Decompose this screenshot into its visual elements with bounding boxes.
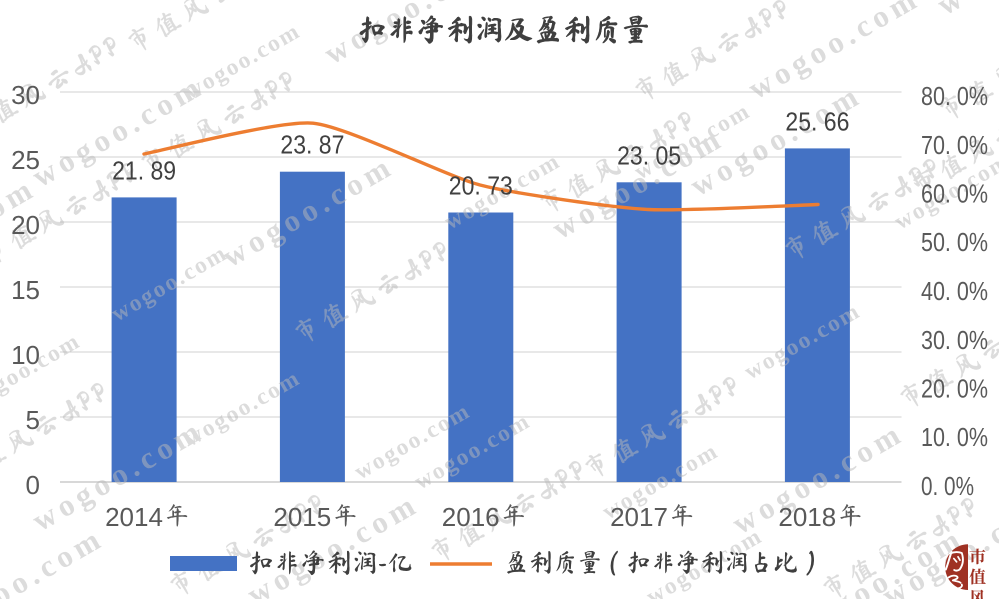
svg-text:2015: 2015 <box>273 502 331 532</box>
svg-text:5: 5 <box>26 405 40 435</box>
svg-text:2017: 2017 <box>610 502 668 532</box>
svg-text:70. 0%: 70. 0% <box>921 130 988 160</box>
svg-text:0. 0%: 0. 0% <box>921 471 974 501</box>
svg-text:25: 25 <box>11 145 40 175</box>
svg-text:2018: 2018 <box>778 502 836 532</box>
svg-text:2014: 2014 <box>105 502 163 532</box>
svg-text:60. 0%: 60. 0% <box>921 179 988 209</box>
svg-text:20: 20 <box>11 210 40 240</box>
svg-text:20. 73: 20. 73 <box>449 171 513 201</box>
svg-text:10. 0%: 10. 0% <box>921 422 988 452</box>
svg-text:25. 66: 25. 66 <box>785 106 849 136</box>
svg-text:20. 0%: 20. 0% <box>921 374 988 404</box>
svg-text:23. 87: 23. 87 <box>280 130 344 160</box>
svg-text:15: 15 <box>11 275 40 305</box>
svg-text:2016: 2016 <box>442 502 500 532</box>
svg-text:30. 0%: 30. 0% <box>921 325 988 355</box>
svg-text:0: 0 <box>26 470 40 500</box>
svg-text:40. 0%: 40. 0% <box>921 276 988 306</box>
svg-text:50. 0%: 50. 0% <box>921 227 988 257</box>
svg-text:80. 0%: 80. 0% <box>921 81 988 111</box>
svg-text:30: 30 <box>11 80 40 110</box>
svg-text:10: 10 <box>11 340 40 370</box>
svg-text:23. 05: 23. 05 <box>617 140 681 170</box>
svg-text:21. 89: 21. 89 <box>112 155 176 185</box>
